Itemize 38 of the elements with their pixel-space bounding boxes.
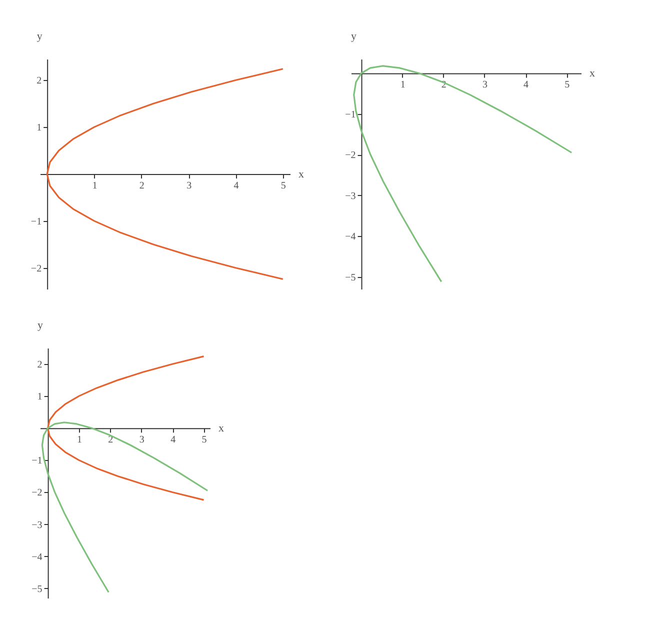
- y-tick-label: −2: [32, 488, 42, 499]
- x-tick-label: 2: [108, 434, 114, 446]
- line-series: [46, 68, 284, 280]
- x-tick-label: 3: [482, 80, 488, 91]
- y-tick-label: 1: [37, 392, 42, 403]
- x-tick-label: 1: [76, 434, 82, 446]
- x-axis-title: x: [298, 168, 304, 180]
- x-tick-label: 4: [524, 80, 529, 91]
- line-series: [47, 356, 205, 501]
- y-tick-label: −2: [345, 150, 356, 162]
- y-tick-label: 1: [36, 122, 42, 134]
- x-tick-label: 4: [234, 180, 239, 192]
- y-tick-label: −4: [345, 232, 356, 243]
- x-tick-label: 1: [92, 180, 98, 192]
- y-tick-label: −3: [345, 190, 356, 202]
- y-tick-label: −3: [32, 520, 42, 531]
- y-tick-label: −1: [32, 456, 42, 467]
- x-tick-label: 3: [139, 434, 144, 446]
- x-tick-label: 2: [139, 180, 144, 192]
- y-tick-label: −4: [32, 552, 42, 563]
- y-tick-label: −5: [32, 584, 42, 595]
- line-series: [41, 422, 208, 594]
- y-axis-title: y: [351, 30, 358, 42]
- y-tick-label: 2: [37, 360, 42, 371]
- x-tick-label: 4: [170, 434, 176, 446]
- x-tick-label: 5: [280, 180, 286, 192]
- x-axis-title: x: [590, 68, 596, 80]
- y-tick-label: −1: [345, 109, 356, 120]
- y-tick-label: −2: [30, 263, 42, 274]
- x-tick-label: 3: [186, 180, 192, 192]
- x-axis-title: x: [218, 422, 224, 435]
- y-axis-title: y: [38, 320, 44, 332]
- x-tick-label: 1: [400, 80, 406, 91]
- y-axis-title: y: [36, 30, 43, 42]
- y-tick-label: −5: [345, 272, 356, 284]
- x-tick-label: 5: [564, 80, 570, 91]
- x-tick-label: 5: [202, 434, 207, 446]
- y-tick-label: −1: [30, 216, 42, 228]
